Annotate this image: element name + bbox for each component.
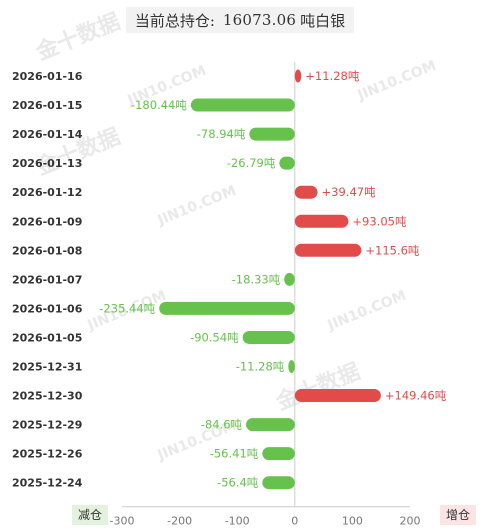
bar bbox=[294, 214, 349, 228]
header-value: 16073.06 bbox=[222, 11, 297, 29]
bar-value-label: -56.41吨 bbox=[210, 447, 259, 461]
bar bbox=[246, 418, 295, 432]
total-holdings-header: 当前总持仓: 16073.06 吨白银 bbox=[126, 7, 354, 33]
category-label: 2025-12-29 bbox=[12, 419, 82, 432]
category-label: 2026-01-06 bbox=[12, 302, 83, 315]
bar bbox=[262, 476, 295, 490]
bar-value-label: +149.46吨 bbox=[385, 389, 447, 403]
bar bbox=[288, 360, 295, 373]
category-label: 2026-01-05 bbox=[12, 331, 82, 344]
bar-value-label: -235.44吨 bbox=[99, 301, 155, 315]
category-label: 2025-12-31 bbox=[12, 361, 82, 374]
bar-value-label: -78.94吨 bbox=[197, 127, 246, 141]
x-tick-label: -200 bbox=[167, 515, 192, 528]
x-tick-label: 100 bbox=[342, 515, 363, 528]
legend-increase: 增仓 bbox=[439, 505, 476, 525]
bar-value-label: +11.28吨 bbox=[305, 69, 360, 83]
header-unit: 吨白银 bbox=[300, 11, 346, 30]
category-label: 2026-01-16 bbox=[12, 70, 83, 83]
category-label: 2026-01-08 bbox=[12, 244, 82, 257]
category-label: 2025-12-26 bbox=[12, 448, 83, 461]
bar-value-label: -26.79吨 bbox=[227, 156, 276, 170]
bar-value-label: +93.05吨 bbox=[352, 214, 407, 228]
watermark-text: JIN10.COM bbox=[355, 58, 439, 104]
x-tick-label: 0 bbox=[291, 515, 298, 528]
bar-value-label: +115.6吨 bbox=[365, 243, 420, 257]
x-tick-label: -300 bbox=[110, 515, 135, 528]
x-tick-label: -100 bbox=[225, 515, 250, 528]
watermark-text: 金十数据 bbox=[32, 8, 124, 65]
category-label: 2026-01-09 bbox=[12, 215, 82, 228]
bar bbox=[294, 69, 302, 83]
category-label: 2026-01-12 bbox=[12, 186, 82, 199]
bar-value-label: -56.4吨 bbox=[217, 476, 259, 490]
category-label: 2026-01-07 bbox=[12, 273, 82, 286]
bar-value-label: -84.6吨 bbox=[201, 418, 243, 432]
bar bbox=[262, 447, 295, 461]
bar bbox=[294, 243, 362, 257]
bar bbox=[190, 98, 295, 112]
x-tick-label: 200 bbox=[400, 515, 421, 528]
bar bbox=[294, 389, 381, 403]
header-label: 当前总持仓: bbox=[134, 11, 215, 30]
category-label: 2025-12-24 bbox=[12, 477, 83, 490]
category-label: 2026-01-14 bbox=[12, 128, 83, 141]
bar bbox=[294, 185, 318, 199]
bar bbox=[279, 156, 295, 170]
bar bbox=[159, 301, 295, 315]
category-label: 2026-01-13 bbox=[12, 157, 82, 170]
bar bbox=[249, 127, 295, 141]
bar-value-label: -18.33吨 bbox=[232, 272, 281, 286]
legend-decrease: 减仓 bbox=[72, 505, 109, 525]
category-label: 2025-12-30 bbox=[12, 390, 83, 403]
watermark-text: 金十数据 bbox=[272, 358, 364, 415]
bar-value-label: -180.44吨 bbox=[131, 98, 187, 112]
bar bbox=[242, 330, 295, 344]
bar-value-label: -90.54吨 bbox=[190, 330, 239, 344]
bar bbox=[284, 272, 295, 286]
x-axis: -300 -200 -100 0 100 200 bbox=[110, 62, 421, 528]
bar-value-label: -11.28吨 bbox=[236, 360, 285, 374]
bar-series: 2026-01-16 +11.28吨 2026-01-15 -180.44吨 2026-… bbox=[12, 69, 447, 490]
bar-value-label: +39.47吨 bbox=[322, 185, 377, 199]
watermark-text: JIN10.COM bbox=[155, 183, 239, 229]
category-label: 2026-01-15 bbox=[12, 99, 82, 112]
watermark-text: JIN10.COM bbox=[325, 288, 409, 334]
